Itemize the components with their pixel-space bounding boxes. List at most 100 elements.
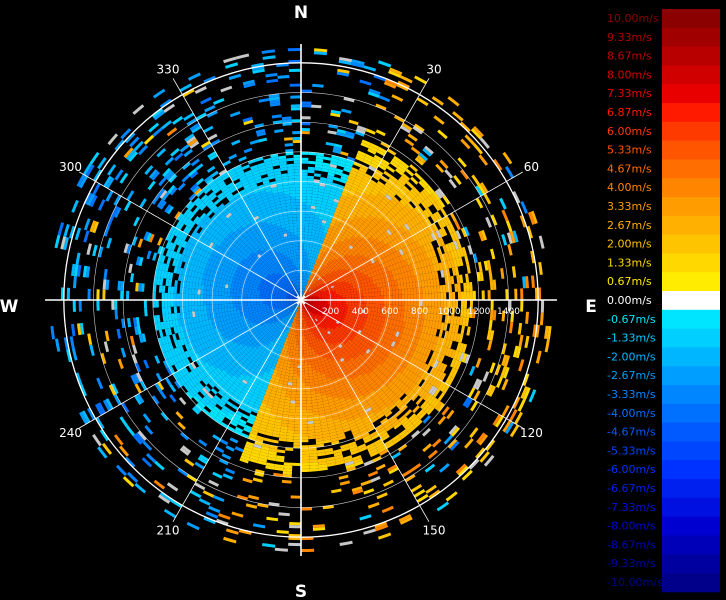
velocity-cell [385, 338, 391, 345]
velocity-cell [323, 326, 327, 330]
velocity-cell [325, 450, 334, 456]
velocity-cell [425, 258, 430, 267]
velocity-cell [392, 274, 397, 281]
velocity-cell [347, 225, 354, 231]
velocity-cell [322, 276, 326, 281]
velocity-cell [192, 347, 198, 354]
velocity-cell [320, 247, 324, 252]
velocity-cell [375, 399, 384, 406]
velocity-cell [284, 399, 291, 404]
velocity-cell [362, 289, 366, 294]
velocity-cell [361, 327, 366, 333]
velocity-cell [323, 350, 328, 355]
velocity-cell [354, 416, 362, 422]
velocity-cell [401, 289, 405, 295]
velocity-cell [520, 386, 528, 399]
velocity-cell [312, 303, 316, 305]
velocity-cell [328, 320, 333, 325]
velocity-cell [340, 341, 345, 347]
velocity-cell [292, 382, 297, 386]
velocity-cell [293, 319, 296, 323]
velocity-cell [261, 318, 266, 323]
velocity-cell [363, 300, 367, 304]
velocity-cell [271, 374, 277, 379]
velocity-cell [401, 300, 405, 306]
velocity-cell [308, 308, 311, 312]
velocity-cell [295, 335, 298, 339]
velocity-cell [168, 342, 174, 350]
velocity-cell [384, 410, 393, 418]
velocity-cell [406, 244, 412, 252]
velocity-cell [358, 343, 364, 349]
velocity-cell [341, 377, 347, 382]
velocity-cell [332, 258, 337, 263]
velocity-cell [286, 302, 290, 304]
velocity-cell [121, 402, 130, 413]
velocity-cell [363, 324, 368, 329]
velocity-cell [391, 309, 396, 315]
velocity-cell [337, 435, 346, 441]
velocity-cell [449, 259, 455, 268]
velocity-cell [357, 383, 364, 390]
velocity-cell [397, 219, 405, 227]
velocity-cell [303, 291, 305, 295]
velocity-cell [312, 297, 316, 299]
velocity-cell [384, 370, 391, 378]
velocity-cell [312, 351, 316, 356]
velocity-cell [318, 343, 322, 348]
velocity-cell [154, 460, 165, 471]
velocity-cell [295, 304, 298, 308]
velocity-cell [354, 238, 360, 244]
velocity-cell [256, 374, 262, 380]
velocity-cell [283, 381, 288, 385]
velocity-cell [290, 328, 294, 332]
velocity-cell [248, 362, 254, 368]
velocity-cell [301, 128, 310, 132]
velocity-cell [320, 271, 324, 275]
velocity-cell [331, 204, 338, 209]
velocity-cell [373, 407, 382, 415]
velocity-cell [343, 167, 351, 173]
velocity-cell [205, 330, 210, 337]
velocity-cell [306, 296, 310, 298]
velocity-cell [263, 309, 268, 312]
velocity-cell [295, 332, 298, 336]
velocity-cell [318, 329, 322, 334]
velocity-cell [256, 321, 260, 326]
velocity-cell [467, 245, 473, 255]
velocity-cell [344, 133, 355, 140]
velocity-cell [469, 308, 473, 318]
velocity-cell [405, 328, 410, 335]
velocity-cell [227, 357, 233, 364]
velocity-cell [349, 254, 354, 259]
velocity-cell [334, 192, 342, 198]
velocity-cell [295, 310, 297, 314]
velocity-cell [382, 207, 389, 214]
velocity-cell [318, 333, 322, 337]
velocity-cell [320, 285, 325, 289]
velocity-cell [317, 311, 321, 314]
velocity-cell [447, 339, 453, 349]
velocity-cell [204, 376, 211, 384]
velocity-cell [375, 350, 381, 356]
velocity-cell [376, 283, 381, 288]
velocity-cell [318, 464, 328, 469]
velocity-cell [361, 401, 369, 408]
velocity-cell [275, 341, 280, 345]
velocity-cell [136, 393, 145, 404]
velocity-cell [393, 257, 398, 264]
velocity-cell [365, 251, 371, 257]
velocity-cell [431, 438, 442, 448]
velocity-cell [449, 440, 460, 451]
velocity-cell [301, 439, 309, 443]
velocity-cell [211, 350, 217, 357]
velocity-cell [465, 397, 473, 409]
velocity-cell [191, 334, 196, 342]
velocity-cell [349, 319, 354, 323]
velocity-cell [296, 382, 301, 387]
velocity-cell [312, 288, 316, 292]
velocity-cell [325, 289, 330, 292]
velocity-cell [382, 282, 386, 287]
velocity-cell [223, 536, 237, 544]
velocity-cell [348, 191, 355, 197]
